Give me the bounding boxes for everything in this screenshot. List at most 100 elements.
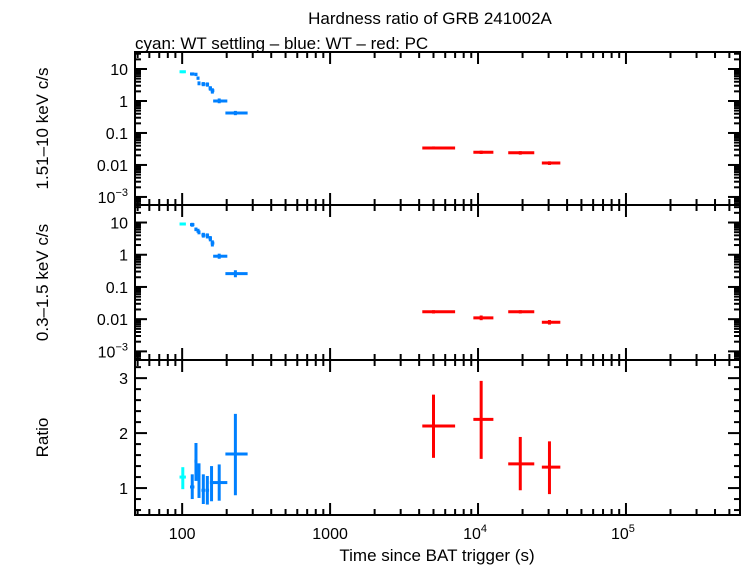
- y-tick-label-exponent: −3: [115, 187, 128, 199]
- data-point: [541, 441, 561, 495]
- y-tick-label: 0.1: [106, 126, 128, 143]
- y-tick-label: 10−3: [98, 187, 128, 207]
- y-tick-label-text: 10: [110, 216, 128, 233]
- series-pc: [422, 310, 561, 325]
- data-point: [213, 253, 228, 259]
- y-axis-label: 1.51–10 keV c/s: [33, 68, 52, 190]
- y-axis-label: 0.3–1.5 keV c/s: [33, 224, 52, 341]
- y-tick-label-text: 1: [119, 481, 128, 498]
- series-wt-settling: [179, 467, 186, 490]
- data-point: [541, 320, 561, 325]
- x-tick-label-text: 10: [463, 526, 481, 543]
- y-tick-label: 3: [119, 371, 128, 388]
- data-point: [201, 232, 206, 238]
- data-point: [208, 236, 212, 242]
- data-point: [422, 146, 456, 150]
- y-tick-label-text: 0.1: [106, 126, 128, 143]
- y-tick-label: 10: [110, 216, 128, 233]
- data-point: [225, 413, 248, 496]
- data-point: [213, 98, 228, 104]
- data-point: [190, 222, 195, 227]
- y-tick-label-text: 0.1: [106, 280, 128, 297]
- data-point: [205, 233, 210, 239]
- x-tick-label: 105: [611, 523, 635, 543]
- panel-frame: [134, 204, 741, 361]
- chart-title: Hardness ratio of GRB 241002A: [308, 9, 552, 28]
- y-tick-label: 0.1: [106, 280, 128, 297]
- x-tick-label: 104: [463, 523, 487, 543]
- data-point: [194, 72, 198, 77]
- y-tick-label-text: 0.01: [97, 158, 128, 175]
- y-tick-label-exponent: −3: [115, 341, 128, 353]
- data-point: [197, 81, 201, 86]
- x-tick-label-text: 1000: [312, 526, 348, 543]
- series-wt: [190, 222, 248, 278]
- y-tick-label: 0.01: [97, 158, 128, 175]
- data-point: [210, 240, 215, 247]
- data-point: [209, 466, 214, 502]
- y-tick-label: 10: [110, 62, 128, 79]
- series-wt: [190, 413, 248, 505]
- data-point: [197, 463, 201, 498]
- data-point: [190, 72, 195, 76]
- data-point: [422, 394, 456, 458]
- y-tick-label-text: 10: [98, 344, 116, 361]
- series-wt: [190, 72, 248, 116]
- panel-frame: [134, 51, 741, 206]
- x-tick-label: 100: [169, 526, 196, 543]
- y-tick-label: 1: [119, 481, 128, 498]
- data-point: [205, 475, 210, 505]
- data-point: [473, 150, 494, 155]
- data-point: [190, 474, 195, 500]
- x-tick-label-exponent: 5: [629, 523, 635, 535]
- x-tick-label-text: 10: [611, 526, 629, 543]
- y-tick-label: 1: [119, 248, 128, 265]
- y-tick-label: 0.01: [97, 312, 128, 329]
- data-point: [541, 161, 561, 165]
- x-tick-label-text: 100: [169, 526, 196, 543]
- data-point: [422, 310, 456, 314]
- data-point: [179, 467, 186, 490]
- data-point: [210, 88, 215, 94]
- data-point: [205, 82, 210, 87]
- data-point: [225, 110, 248, 116]
- panel-3: 1 2 3 Ratio: [33, 359, 741, 516]
- data-point: [473, 380, 494, 459]
- x-tick-label-exponent: 4: [481, 523, 487, 535]
- x-axis-label: Time since BAT trigger (s): [339, 546, 534, 565]
- x-tick-label: 1000: [312, 526, 348, 543]
- y-tick-label-text: 1: [119, 94, 128, 111]
- data-point: [179, 222, 186, 226]
- data-point: [473, 315, 494, 321]
- data-point: [197, 230, 201, 235]
- y-tick-label-text: 0.01: [97, 312, 128, 329]
- y-tick-label-text: 3: [119, 371, 128, 388]
- y-tick-label-text: 2: [119, 426, 128, 443]
- data-point: [196, 76, 200, 80]
- data-point: [201, 474, 206, 505]
- y-tick-label: 2: [119, 426, 128, 443]
- data-point: [201, 82, 206, 87]
- series-pc: [422, 380, 561, 495]
- data-point: [179, 70, 186, 74]
- y-tick-label: 10−3: [98, 341, 128, 361]
- y-tick-label-text: 10: [110, 62, 128, 79]
- series-wt-settling: [179, 222, 186, 226]
- data-point: [508, 151, 535, 155]
- chart-subtitle: cyan: WT settling – blue: WT – red: PC: [135, 34, 428, 53]
- series-wt-settling: [179, 70, 186, 74]
- data-point: [508, 436, 535, 491]
- data-point: [225, 270, 248, 278]
- y-tick-label-text: 10: [98, 190, 116, 207]
- y-tick-label-text: 1: [119, 248, 128, 265]
- panel-frame: [134, 359, 741, 516]
- series-pc: [422, 146, 561, 165]
- data-point: [213, 464, 228, 501]
- y-axis-label: Ratio: [33, 418, 52, 458]
- y-tick-label: 1: [119, 94, 128, 111]
- data-point: [508, 310, 535, 314]
- data-point: [194, 442, 198, 481]
